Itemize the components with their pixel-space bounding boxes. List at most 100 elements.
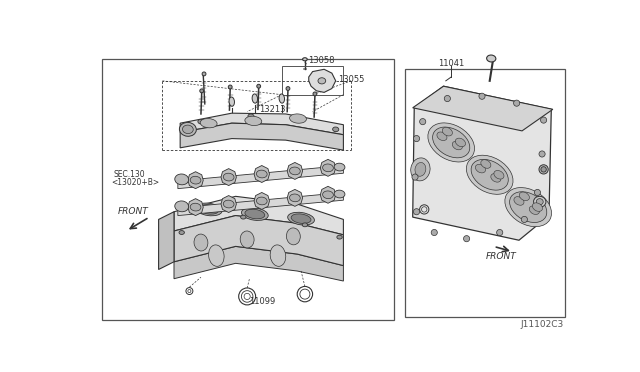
Ellipse shape: [539, 165, 548, 174]
Polygon shape: [287, 163, 303, 179]
Ellipse shape: [223, 200, 234, 208]
Ellipse shape: [337, 235, 342, 239]
Ellipse shape: [245, 209, 265, 219]
Ellipse shape: [302, 223, 308, 227]
Ellipse shape: [228, 85, 232, 89]
Ellipse shape: [534, 189, 541, 196]
Ellipse shape: [289, 194, 300, 202]
Ellipse shape: [411, 158, 430, 181]
Ellipse shape: [452, 141, 463, 150]
Ellipse shape: [334, 190, 345, 198]
Polygon shape: [174, 246, 344, 281]
Ellipse shape: [289, 114, 307, 123]
Ellipse shape: [481, 160, 491, 168]
Polygon shape: [254, 192, 269, 209]
Ellipse shape: [287, 228, 300, 245]
Ellipse shape: [291, 214, 311, 224]
Text: SEC.130: SEC.130: [114, 170, 145, 179]
Ellipse shape: [532, 203, 543, 211]
Ellipse shape: [175, 174, 189, 185]
Ellipse shape: [195, 203, 222, 216]
Ellipse shape: [200, 89, 204, 93]
Polygon shape: [188, 172, 204, 189]
Ellipse shape: [467, 155, 513, 194]
Ellipse shape: [241, 215, 246, 219]
Ellipse shape: [286, 87, 290, 90]
Polygon shape: [221, 196, 236, 212]
Ellipse shape: [287, 212, 314, 225]
Text: FRONT: FRONT: [118, 207, 148, 216]
Ellipse shape: [463, 235, 470, 242]
Ellipse shape: [514, 197, 524, 205]
Ellipse shape: [513, 100, 520, 106]
Ellipse shape: [519, 192, 529, 201]
Ellipse shape: [323, 164, 333, 172]
Ellipse shape: [179, 122, 196, 136]
Polygon shape: [287, 189, 303, 206]
Ellipse shape: [298, 116, 304, 121]
Ellipse shape: [413, 135, 420, 142]
Polygon shape: [174, 196, 344, 235]
Text: 11099: 11099: [250, 297, 276, 306]
Ellipse shape: [209, 245, 224, 266]
Ellipse shape: [190, 176, 201, 184]
Text: <13020+B>: <13020+B>: [111, 178, 159, 187]
Ellipse shape: [245, 116, 262, 125]
Text: 13213: 13213: [259, 105, 285, 114]
Ellipse shape: [534, 196, 546, 207]
Ellipse shape: [279, 94, 285, 103]
Bar: [405, 68, 565, 317]
Ellipse shape: [529, 206, 540, 215]
Text: FRONT: FRONT: [486, 252, 516, 261]
Polygon shape: [320, 159, 336, 176]
Polygon shape: [159, 212, 174, 269]
Ellipse shape: [334, 163, 345, 171]
Ellipse shape: [257, 197, 267, 205]
Ellipse shape: [536, 199, 543, 205]
Ellipse shape: [303, 58, 307, 61]
Ellipse shape: [241, 208, 268, 221]
Ellipse shape: [252, 94, 257, 103]
Polygon shape: [180, 113, 344, 135]
Ellipse shape: [412, 174, 418, 180]
Ellipse shape: [541, 167, 547, 172]
Ellipse shape: [248, 114, 254, 119]
Text: 13055: 13055: [338, 75, 364, 84]
Ellipse shape: [257, 84, 260, 88]
Polygon shape: [413, 86, 551, 240]
Ellipse shape: [313, 92, 317, 96]
Ellipse shape: [494, 170, 504, 179]
Ellipse shape: [471, 159, 508, 190]
Ellipse shape: [198, 119, 204, 124]
Ellipse shape: [497, 230, 503, 235]
Polygon shape: [413, 86, 553, 131]
Text: 13058: 13058: [308, 56, 335, 65]
Polygon shape: [221, 169, 236, 186]
Ellipse shape: [539, 151, 545, 157]
Ellipse shape: [415, 163, 426, 176]
Ellipse shape: [437, 132, 447, 141]
Ellipse shape: [202, 72, 206, 76]
Bar: [102, 59, 394, 320]
Ellipse shape: [175, 201, 189, 212]
Polygon shape: [188, 199, 204, 216]
Polygon shape: [174, 216, 344, 266]
Polygon shape: [178, 192, 344, 216]
Ellipse shape: [200, 119, 217, 128]
Ellipse shape: [486, 55, 496, 62]
Ellipse shape: [541, 117, 547, 123]
Ellipse shape: [190, 203, 201, 211]
Polygon shape: [254, 166, 269, 183]
Ellipse shape: [521, 217, 527, 222]
Ellipse shape: [420, 119, 426, 125]
Ellipse shape: [257, 170, 267, 178]
Ellipse shape: [476, 164, 486, 173]
Ellipse shape: [433, 127, 470, 158]
Ellipse shape: [223, 173, 234, 181]
Ellipse shape: [323, 191, 333, 199]
Polygon shape: [320, 186, 336, 203]
Ellipse shape: [413, 209, 420, 215]
Ellipse shape: [456, 138, 465, 147]
Ellipse shape: [491, 174, 501, 182]
Ellipse shape: [289, 167, 300, 175]
